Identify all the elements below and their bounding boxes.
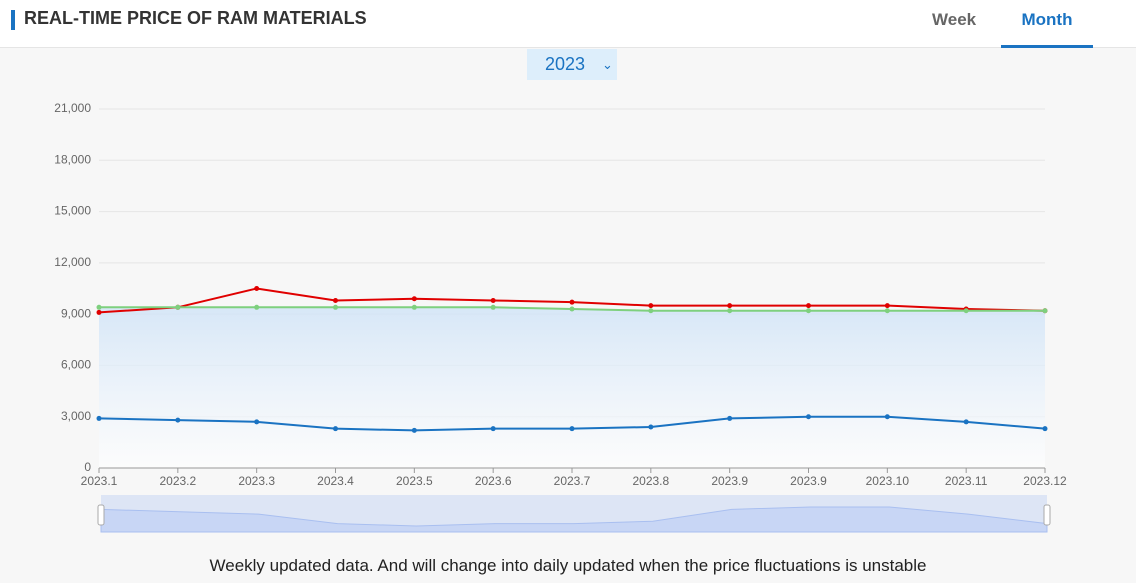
- point: [727, 415, 733, 421]
- point: [569, 306, 575, 312]
- footnote: Weekly updated data. And will change int…: [209, 556, 927, 575]
- y-tick-label: 6,000: [61, 358, 91, 372]
- point: [254, 304, 260, 310]
- point: [490, 297, 496, 303]
- page-title: REAL-TIME PRICE OF RAM MATERIALS: [24, 8, 367, 28]
- y-tick-label: 12,000: [54, 255, 91, 269]
- y-tick-label: 18,000: [54, 152, 91, 166]
- x-tick-label: 2023.4: [317, 474, 354, 488]
- area: [99, 307, 1045, 468]
- week-tab[interactable]: Week: [932, 10, 977, 29]
- point: [333, 304, 338, 310]
- point: [727, 308, 733, 314]
- chevron: ⌄: [602, 57, 613, 72]
- x-tick-label: 2023.10: [866, 474, 910, 488]
- point: [569, 299, 575, 305]
- y-tick-label: 21,000: [54, 101, 91, 115]
- point: [333, 426, 338, 432]
- point: [806, 303, 811, 309]
- month-tab[interactable]: Month: [1001, 10, 1093, 48]
- title-accent: [11, 10, 15, 30]
- zoom-handle[interactable]: [97, 504, 105, 526]
- y-tick-label: 0: [84, 460, 91, 474]
- point: [963, 419, 969, 425]
- point: [254, 286, 260, 291]
- x-tick-label: 2023.6: [475, 474, 512, 488]
- point: [254, 419, 260, 425]
- point: [569, 426, 575, 432]
- point: [806, 308, 811, 314]
- point: [96, 309, 102, 315]
- point: [96, 304, 102, 310]
- point: [411, 296, 417, 302]
- point: [96, 415, 102, 421]
- year-value: 2023: [545, 54, 586, 74]
- point: [727, 303, 733, 309]
- x-tick-label: 2023.8: [632, 474, 669, 488]
- x-tick-label: 2023.12: [1023, 474, 1067, 488]
- y-tick-label: 15,000: [54, 204, 91, 218]
- x-tick-label: 2023.5: [396, 474, 433, 488]
- zoom-preview: [100, 506, 1048, 533]
- point: [884, 308, 890, 314]
- y-tick-label: 9,000: [61, 306, 91, 320]
- x-tick-label: 2023.9: [790, 474, 827, 488]
- year-select[interactable]: 2023 ⌄: [527, 49, 617, 80]
- point: [963, 308, 969, 314]
- x-tick-label: 2023.2: [159, 474, 196, 488]
- point: [1042, 426, 1048, 432]
- point: [648, 308, 654, 314]
- point: [411, 304, 417, 310]
- x-tick-label: 2023.11: [945, 474, 988, 488]
- x-tick-label: 2023.9: [711, 474, 748, 488]
- point: [806, 414, 811, 420]
- zoom-handle[interactable]: [1043, 504, 1051, 526]
- point: [411, 427, 417, 433]
- point: [1042, 308, 1048, 314]
- point: [175, 304, 181, 310]
- point: [884, 303, 890, 309]
- point: [648, 303, 654, 309]
- point: [490, 426, 496, 432]
- x-tick-label: 2023.3: [238, 474, 275, 488]
- x-tick-label: 2023.7: [554, 474, 591, 488]
- x-tick-label: 2023.1: [81, 474, 118, 488]
- point: [648, 424, 654, 430]
- point: [490, 304, 496, 310]
- point: [333, 297, 338, 303]
- y-tick-label: 3,000: [61, 409, 91, 423]
- point: [175, 417, 181, 423]
- point: [884, 414, 890, 420]
- header: REAL-TIME PRICE OF RAM MATERIALS Week Mo…: [0, 0, 1136, 48]
